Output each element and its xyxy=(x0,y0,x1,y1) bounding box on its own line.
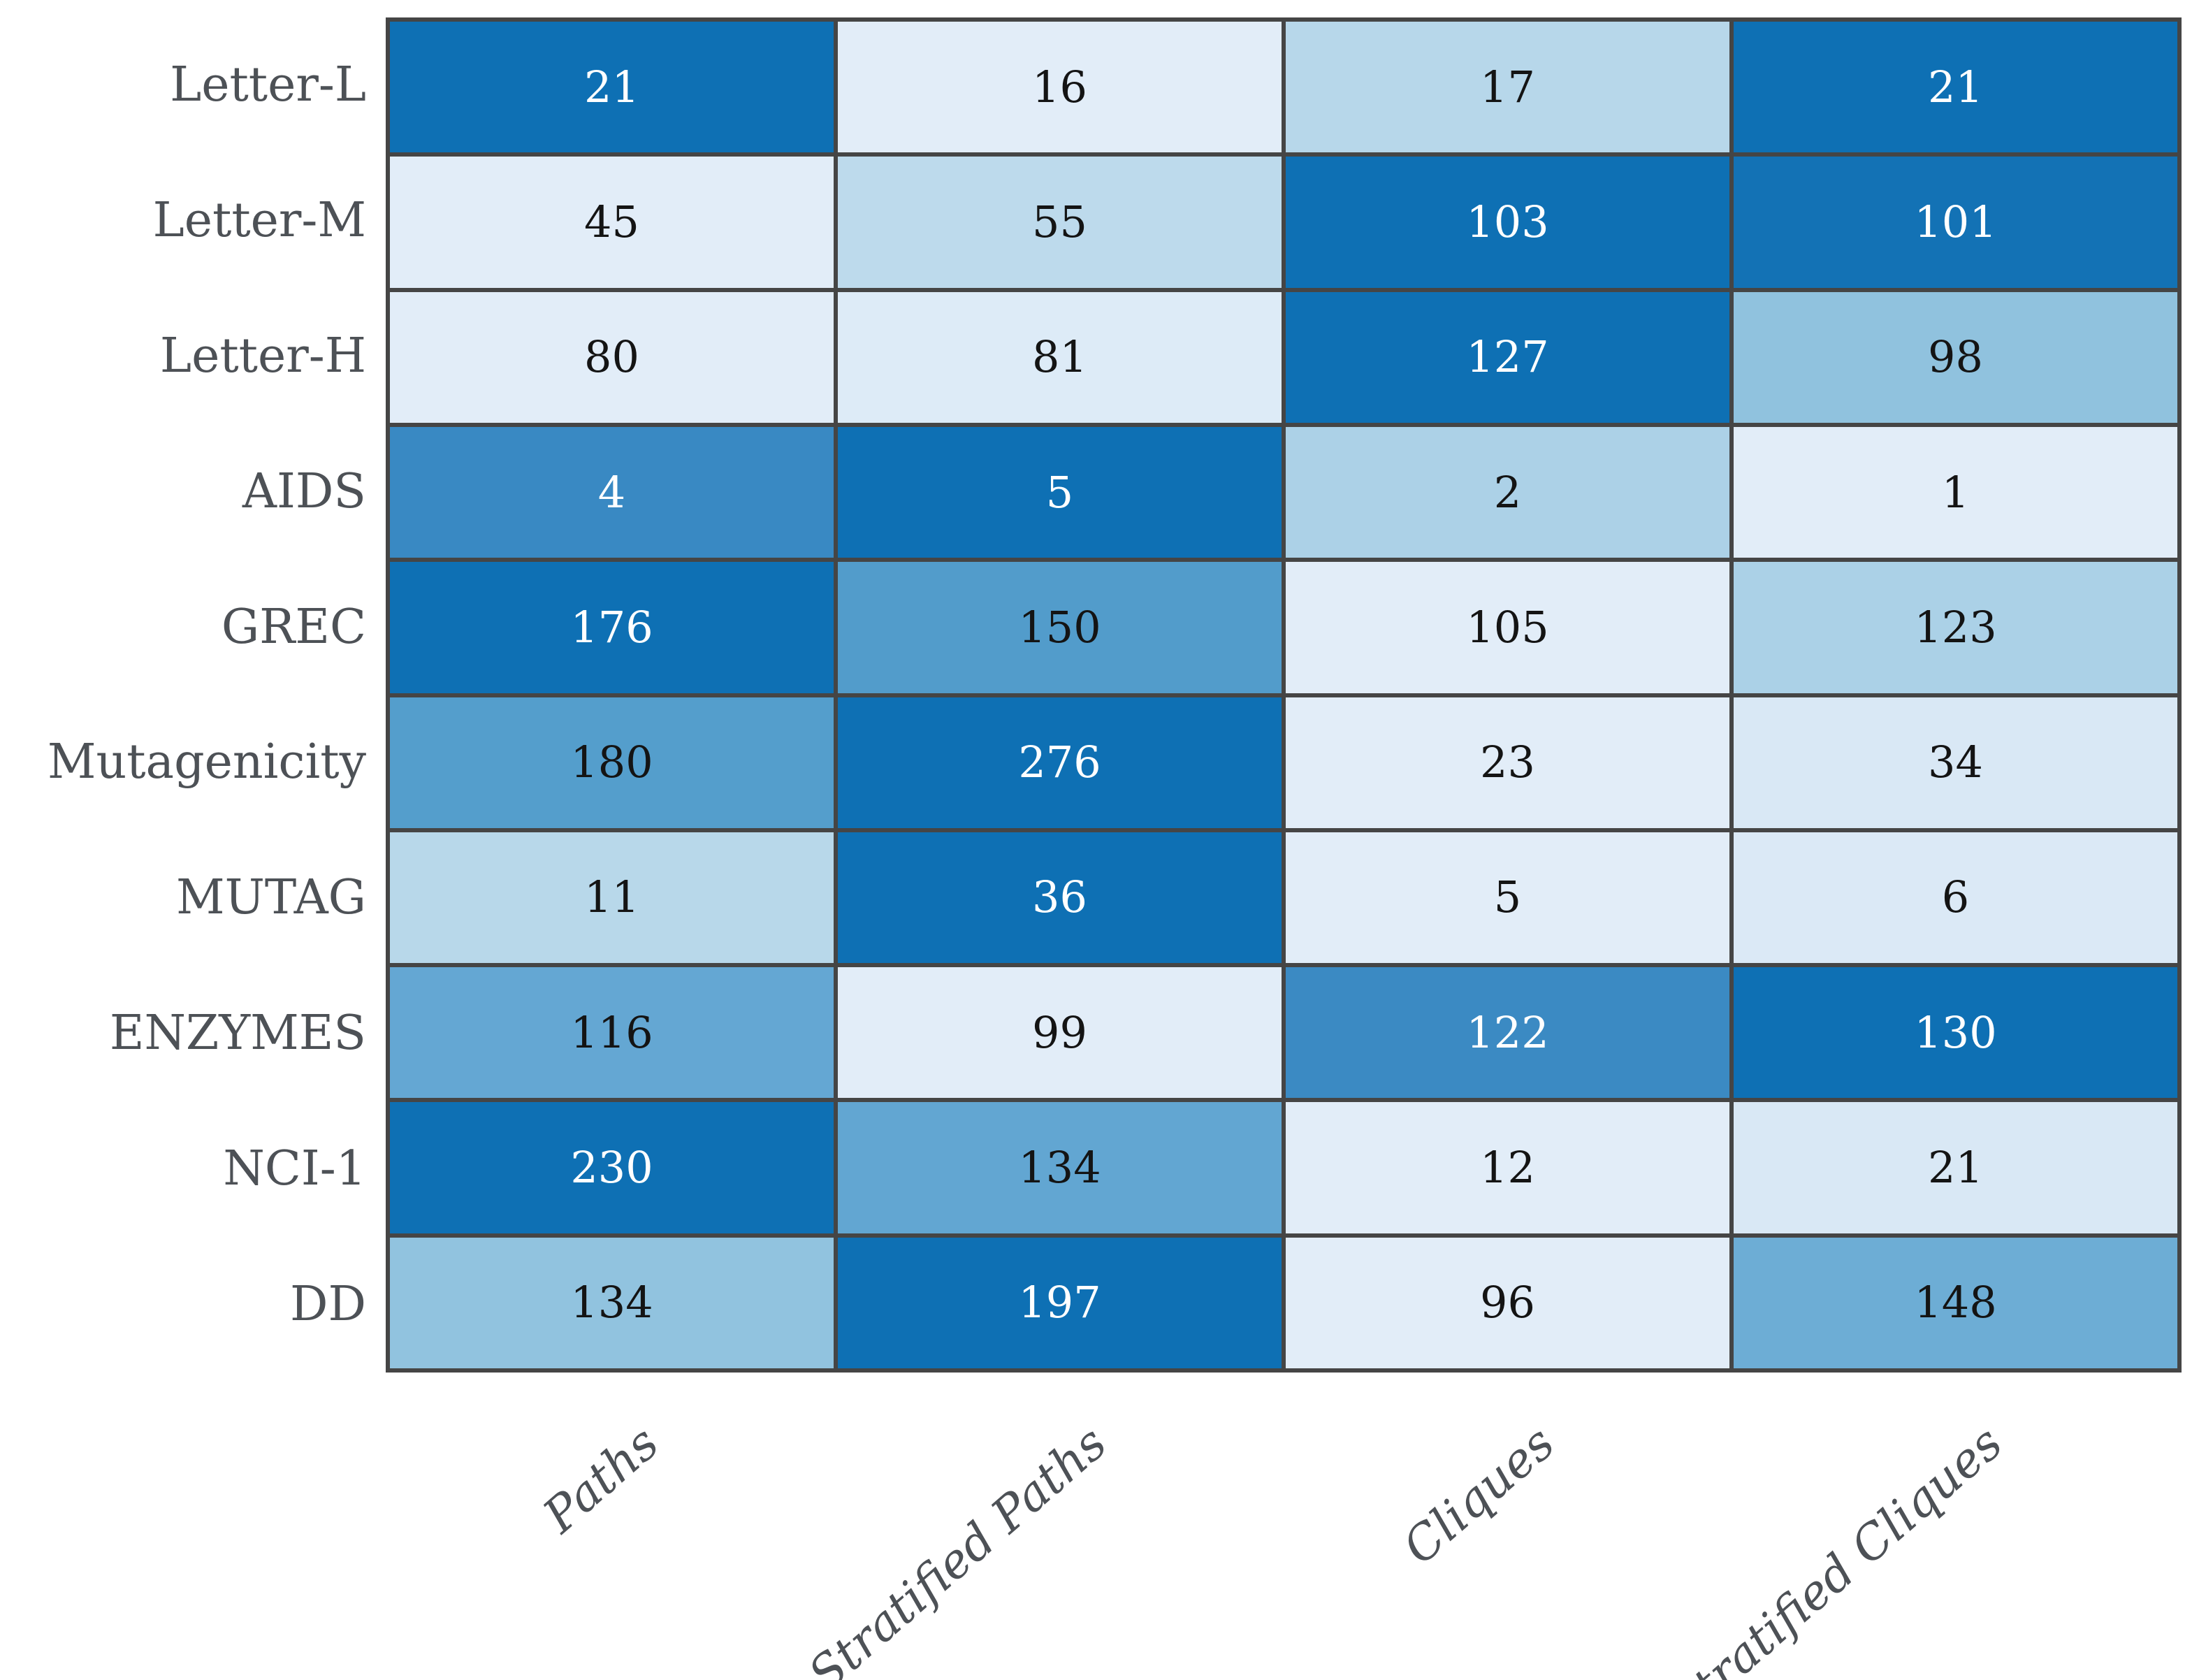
row-label-letter-m: Letter-M xyxy=(152,192,366,248)
heatmap-cell: 96 xyxy=(1286,1237,1729,1368)
row-label-mutag: MUTAG xyxy=(176,870,366,926)
heatmap-cell: 148 xyxy=(1734,1237,2177,1368)
heatmap-cell: 134 xyxy=(838,1102,1282,1233)
heatmap-cell: 6 xyxy=(1734,832,2177,964)
heatmap-cell: 81 xyxy=(838,291,1282,423)
column-label-paths: Paths xyxy=(533,1415,669,1544)
row-label-dd: DD xyxy=(289,1277,366,1333)
row-label-mutagenicity: Mutagenicity xyxy=(47,734,366,790)
heatmap-cell: 230 xyxy=(390,1102,834,1233)
heatmap-cell: 5 xyxy=(838,426,1282,558)
heatmap-grid: 21 16 17 21 45 55 103 101 80 81 127 98 4 5 2 1 176 150 105… xyxy=(386,17,2182,1373)
heatmap-cell: 122 xyxy=(1286,967,1729,1099)
heatmap-cell: 127 xyxy=(1286,291,1729,423)
heatmap-cell: 36 xyxy=(838,832,1282,964)
heatmap-cell: 17 xyxy=(1286,22,1729,153)
row-labels: Letter-L Letter-M Letter-H AIDS GREC Mutageni… xyxy=(0,17,366,1373)
row-label-letter-l: Letter-L xyxy=(170,57,366,113)
row-label-enzymes: ENZYMES xyxy=(109,1006,366,1062)
heatmap-cell: 116 xyxy=(390,967,834,1099)
heatmap-cell: 23 xyxy=(1286,697,1729,828)
row-label-letter-h: Letter-H xyxy=(159,328,366,384)
heatmap-cell: 4 xyxy=(390,426,834,558)
heatmap-cell: 11 xyxy=(390,832,834,964)
heatmap-cell: 197 xyxy=(838,1237,1282,1368)
heatmap-cell: 2 xyxy=(1286,426,1729,558)
row-label-grec: GREC xyxy=(221,599,366,655)
heatmap-cell: 276 xyxy=(838,697,1282,828)
heatmap-cell: 80 xyxy=(390,291,834,423)
heatmap-cell: 103 xyxy=(1286,157,1729,288)
heatmap-cell: 99 xyxy=(838,967,1282,1099)
heatmap-cell: 180 xyxy=(390,697,834,828)
heatmap-cell: 123 xyxy=(1734,562,2177,693)
heatmap-cell: 12 xyxy=(1286,1102,1729,1233)
heatmap-cell: 5 xyxy=(1286,832,1729,964)
heatmap-cell: 21 xyxy=(390,22,834,153)
row-label-nci-1: NCI-1 xyxy=(223,1141,366,1197)
heatmap-cell: 34 xyxy=(1734,697,2177,828)
heatmap-cell: 55 xyxy=(838,157,1282,288)
heatmap-cell: 105 xyxy=(1286,562,1729,693)
heatmap-cell: 130 xyxy=(1734,967,2177,1099)
heatmap-cell: 1 xyxy=(1734,426,2177,558)
heatmap-cell: 134 xyxy=(390,1237,834,1368)
row-label-aids: AIDS xyxy=(242,463,366,519)
heatmap-cell: 21 xyxy=(1734,1102,2177,1233)
heatmap-cell: 150 xyxy=(838,562,1282,693)
heatmap-cell: 21 xyxy=(1734,22,2177,153)
heatmap-cell: 176 xyxy=(390,562,834,693)
heatmap-cell: 98 xyxy=(1734,291,2177,423)
heatmap-cell: 45 xyxy=(390,157,834,288)
heatmap-cell: 101 xyxy=(1734,157,2177,288)
heatmap-cell: 16 xyxy=(838,22,1282,153)
